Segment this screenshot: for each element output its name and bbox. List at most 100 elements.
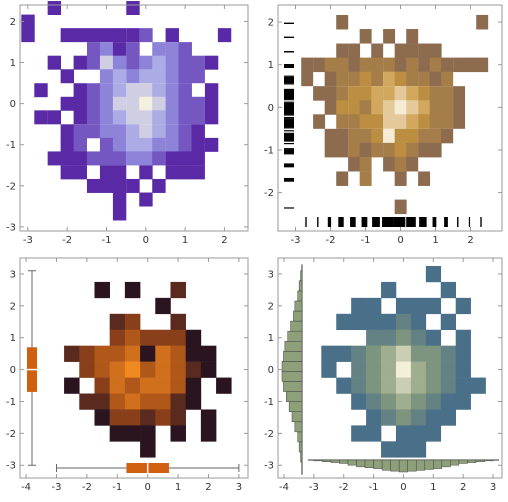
heatmap-cell [455, 393, 471, 410]
heatmap-cell [348, 156, 361, 172]
heatmap-cell [324, 57, 337, 73]
heatmap-cell [324, 86, 337, 101]
heatmap-cell [124, 313, 141, 331]
y-tick-label: 1 [10, 58, 16, 69]
heatmap-cell [178, 165, 192, 180]
y-tick-label: -3 [6, 222, 16, 233]
x-tick-label: -3 [309, 482, 319, 493]
heatmap-cell [79, 361, 95, 378]
heatmap-cell [359, 29, 372, 44]
heatmap-cell [178, 151, 192, 166]
heatmap-cell [429, 100, 442, 115]
heatmap-cell [126, 55, 140, 70]
heatmap-cell [336, 345, 352, 362]
heatmap-cell [124, 393, 141, 410]
histogram-bar-y [291, 411, 303, 423]
x-tick-label: 1 [175, 482, 181, 493]
heatmap-cell [109, 409, 126, 426]
heatmap-cell [441, 128, 454, 144]
heatmap-cell [453, 57, 466, 73]
heatmap-cell [126, 151, 140, 166]
heatmap-cell [366, 345, 382, 362]
heatmap-cell [60, 151, 75, 166]
heatmap-cell [348, 128, 361, 144]
heatmap-cell [191, 110, 205, 125]
heatmap-cell [395, 409, 412, 426]
heatmap-cell [99, 110, 114, 125]
heatmap-cell [124, 377, 141, 394]
heatmap-cell [351, 361, 367, 378]
heatmap-cell [165, 137, 179, 152]
heatmap-cell [124, 409, 141, 426]
heatmap-cell [99, 28, 114, 43]
heatmap-cell [455, 297, 471, 315]
heatmap-cell [112, 192, 127, 207]
heatmap-cell [410, 441, 427, 458]
heatmap-cell [425, 297, 442, 315]
heatmap-cell [60, 96, 75, 111]
heatmap-cell [321, 361, 337, 378]
y-tick-label: 1 [10, 333, 16, 344]
heatmap-cell [139, 110, 153, 125]
heatmap-cell [441, 100, 454, 115]
heatmap-cell [336, 14, 349, 30]
y-tick-label: -1 [264, 145, 274, 156]
histogram-bar-x [424, 459, 434, 470]
heatmap-cell [440, 281, 456, 299]
y-tick-label: -2 [6, 429, 16, 440]
heatmap-cell [112, 69, 127, 84]
heatmap-cell [410, 377, 427, 394]
heatmap-cell [170, 377, 186, 394]
heatmap-cell [170, 425, 186, 442]
heatmap-cell [94, 361, 110, 378]
heatmap-cell [86, 110, 101, 125]
heatmap-cell [418, 86, 431, 101]
heatmap-cell [359, 86, 372, 101]
heatmap-cell [455, 377, 471, 394]
heatmap-panel-top-left: -3 -2 -1 0 1 2 -3 -2 -1 0 1 2 [6, 1, 249, 246]
heatmap-cell [200, 425, 217, 442]
heatmap-cell [86, 42, 101, 57]
heatmap-cell [112, 96, 127, 111]
histogram-bar-x [330, 459, 340, 463]
heatmap-cell [191, 96, 205, 111]
histogram-bar-y [290, 320, 303, 332]
heatmap-cell [313, 86, 326, 101]
x-tick-label: -2 [62, 235, 72, 246]
histogram-bar-y [294, 421, 303, 433]
y-tick-label: -1 [6, 140, 16, 151]
heatmap-cell [324, 128, 337, 144]
heatmap-cell [21, 28, 35, 43]
heatmap-cell [453, 100, 466, 115]
heatmap-cell [371, 43, 384, 59]
heatmap-cell [170, 329, 186, 346]
heatmap-cell [366, 361, 382, 378]
heatmap-cell [109, 377, 126, 394]
heatmap-cell [359, 57, 372, 73]
x-tick-label: -1 [361, 235, 371, 246]
histogram-bar-y [293, 310, 303, 322]
heatmap-cell [47, 110, 62, 125]
heatmap-cell [112, 178, 127, 193]
heatmap-cell [124, 329, 141, 346]
heatmap-cell [348, 71, 361, 87]
heatmap-cell [406, 57, 419, 73]
heatmap-cell [395, 377, 412, 394]
heatmap-cell [126, 124, 140, 139]
heatmap-cell [429, 142, 442, 158]
heatmap-cell [366, 393, 382, 410]
heatmap-cell [73, 151, 87, 166]
histogram-bar-y [286, 391, 303, 402]
x-tick-label: 2 [205, 482, 211, 493]
x-tick-label: -3 [291, 235, 301, 246]
y-tick-label: 1 [268, 60, 274, 71]
heatmap-cell [112, 83, 127, 98]
heatmap-cell [165, 42, 179, 57]
heatmap-cell [324, 100, 337, 115]
heatmap-cell [336, 313, 352, 331]
heatmap-cell [336, 114, 349, 129]
heatmap-cell [371, 114, 384, 129]
heatmap-cell [126, 69, 140, 84]
heatmap-cell [394, 86, 407, 101]
heatmap-cell [394, 142, 407, 158]
